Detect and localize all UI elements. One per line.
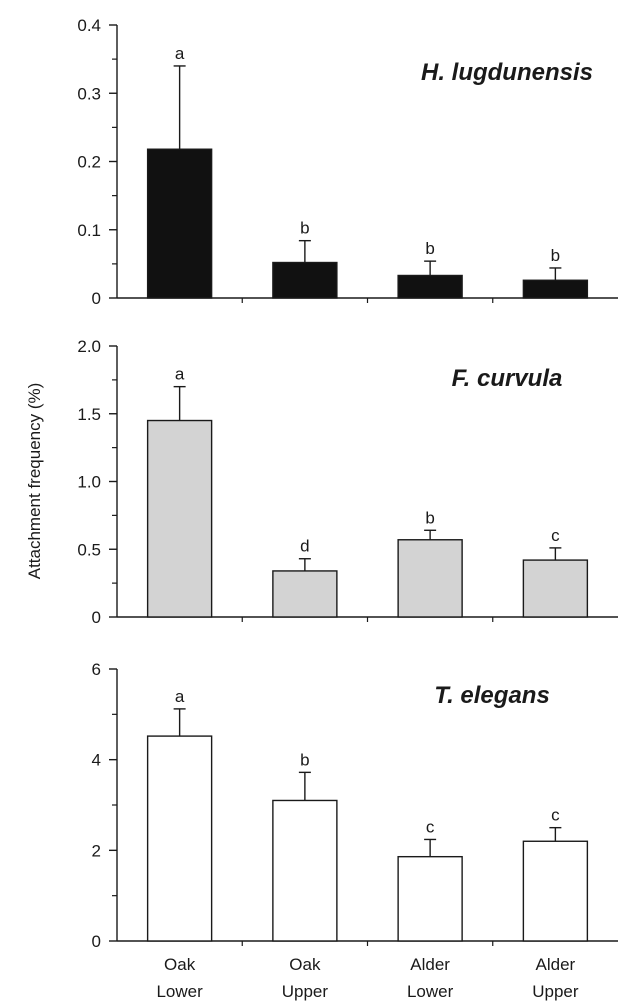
x-category-label: Alder: [536, 955, 576, 974]
bar: [522, 559, 589, 618]
significance-letter: b: [551, 246, 560, 265]
panel-title: F. curvula: [452, 365, 563, 392]
y-tick-label: 0.2: [77, 153, 101, 172]
significance-letter: b: [300, 219, 309, 238]
x-category-label: Upper: [532, 982, 579, 1001]
bar: [522, 840, 589, 942]
x-category-label: Alder: [410, 955, 450, 974]
x-category-label: Upper: [282, 982, 329, 1001]
bar: [397, 855, 463, 942]
panel-1: 0 0.1 0.2 0.3 0.4 a b b b H. lugdunensis: [77, 16, 618, 308]
bar: [146, 419, 213, 618]
y-tick-label: 1.5: [77, 405, 101, 424]
significance-letter: c: [426, 817, 435, 836]
panel-3: 0 2 4 6 a b c c T. elegans: [92, 660, 618, 951]
y-tick-label: 0: [92, 289, 101, 308]
y-tick-label: 6: [92, 660, 101, 679]
x-category-label: Oak: [164, 955, 196, 974]
x-category-label: Lower: [156, 982, 203, 1001]
panel-title: H. lugdunensis: [421, 59, 593, 86]
y-tick-label: 4: [92, 751, 101, 770]
bar: [146, 735, 213, 942]
bar: [272, 799, 338, 942]
bar: [397, 274, 463, 299]
significance-letter: c: [551, 806, 560, 825]
significance-letter: c: [551, 526, 560, 545]
y-tick-label: 0.5: [77, 540, 101, 559]
panel-2: 0 0.5 1.0 1.5 2.0 a d b c F. curvula: [77, 337, 618, 627]
significance-letter: b: [300, 750, 309, 769]
significance-letter: a: [175, 365, 185, 384]
bar: [146, 148, 213, 299]
y-tick-label: 0.1: [77, 221, 101, 240]
bar: [522, 279, 589, 299]
x-category-label: Oak: [289, 955, 321, 974]
x-category-label: Lower: [407, 982, 454, 1001]
significance-letter: b: [425, 239, 434, 258]
y-tick-label: 2.0: [77, 337, 101, 356]
y-tick-label: 0: [92, 608, 101, 627]
bar: [272, 570, 338, 618]
y-tick-label: 0.4: [77, 16, 101, 35]
y-tick-label: 1.0: [77, 473, 101, 492]
y-tick-label: 0: [92, 932, 101, 951]
y-tick-label: 2: [92, 841, 101, 860]
y-tick-label: 0.3: [77, 84, 101, 103]
significance-letter: a: [175, 44, 185, 63]
significance-letter: d: [300, 537, 309, 556]
bar: [272, 261, 338, 299]
panel-title: T. elegans: [434, 682, 550, 709]
significance-letter: a: [175, 687, 185, 706]
y-axis-title: Attachment frequency (%): [25, 383, 44, 580]
significance-letter: b: [425, 508, 434, 527]
bar: [397, 539, 463, 618]
